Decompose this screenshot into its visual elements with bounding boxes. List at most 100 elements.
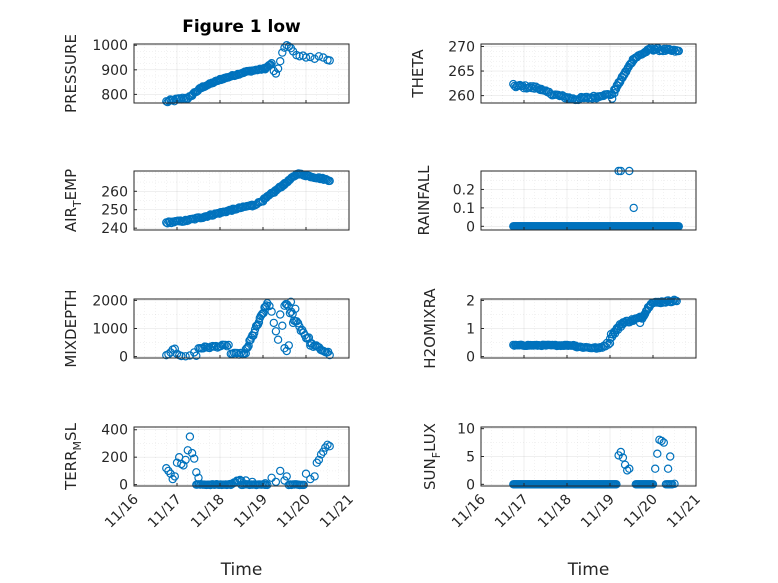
data-point	[301, 469, 311, 478]
x-tick-label: 11/19	[578, 492, 618, 532]
y-axis-label: H2OMIXRA	[421, 288, 439, 369]
data-point	[670, 479, 679, 488]
y-axis-label: SUNFLUX	[421, 423, 443, 490]
x-axis-label: Time	[567, 560, 610, 580]
data-point	[629, 203, 638, 213]
y-tick-label: 0.2	[453, 182, 475, 198]
series-markers	[162, 432, 334, 490]
data-point	[267, 307, 276, 316]
y-tick-label: 0	[119, 478, 128, 494]
x-tick-label: 11/17	[492, 492, 532, 532]
data-point	[276, 57, 285, 66]
axes-box	[480, 170, 697, 231]
data-point	[604, 340, 613, 349]
data-point	[181, 352, 190, 361]
axes-background	[480, 170, 697, 231]
axes-box	[133, 170, 350, 231]
data-point	[610, 85, 620, 95]
data-point	[284, 42, 293, 51]
y-tick-label: 0	[466, 219, 475, 235]
data-point	[612, 480, 621, 489]
panel-theta: 260 265 270 THETA	[409, 39, 697, 105]
data-point	[659, 438, 669, 447]
data-point	[648, 480, 658, 489]
panel-pressure: 800 900 1000 PRESSURE Figure 1 low	[62, 17, 350, 113]
data-point	[316, 450, 326, 459]
x-tick-label: 11/16	[449, 491, 489, 531]
data-point	[261, 479, 270, 488]
data-point	[224, 340, 233, 350]
x-tick-label: 11/21	[317, 492, 357, 532]
data-point	[306, 474, 315, 484]
data-point	[273, 64, 283, 73]
y-tick-label: 2000	[92, 293, 128, 309]
data-point	[221, 340, 230, 350]
data-point	[299, 480, 308, 490]
data-point	[657, 436, 666, 446]
panel-rainfall: 0 0.1 0.2 RAINFALL	[415, 165, 697, 235]
data-point	[265, 301, 274, 311]
y-tick-label: 240	[101, 221, 128, 237]
x-tick-label: 11/21	[664, 492, 704, 532]
data-point	[284, 341, 293, 350]
data-point	[301, 53, 311, 62]
data-point	[165, 217, 175, 226]
series-markers	[162, 41, 334, 107]
y-tick-label: 270	[448, 39, 475, 55]
panel-mixdepth: 0 1000 2000 MIXDEPTH	[62, 289, 350, 368]
y-tick-label: 0	[466, 350, 475, 366]
data-point	[183, 446, 192, 455]
data-point	[263, 480, 272, 490]
x-tick-label: 11/16	[102, 491, 142, 531]
y-tick-label: 250	[101, 203, 128, 219]
axes-box	[480, 43, 697, 104]
data-point	[651, 464, 660, 473]
data-point	[211, 341, 221, 351]
panel-h2o-mixra: 0 1 2 H2OMIXRA	[421, 288, 697, 369]
data-point	[278, 48, 287, 57]
data-point	[640, 310, 649, 319]
y-axis-label: THETA	[409, 49, 427, 99]
y-tick-label: 1000	[92, 322, 128, 338]
series-markers	[162, 169, 334, 228]
y-tick-label: 0	[466, 477, 475, 493]
data-point	[663, 464, 673, 473]
y-tick-label: 1	[466, 322, 475, 338]
data-point	[170, 344, 179, 353]
data-point	[177, 351, 186, 361]
data-point	[310, 472, 319, 481]
data-point	[282, 346, 291, 356]
y-tick-label: 265	[448, 64, 475, 80]
data-point	[618, 453, 628, 462]
data-point	[194, 473, 203, 482]
data-point	[319, 447, 328, 456]
data-point	[257, 310, 266, 319]
data-point	[325, 176, 334, 186]
y-tick-label: 0.1	[453, 201, 475, 217]
data-point	[325, 442, 334, 451]
data-point	[166, 469, 175, 478]
y-tick-label: 400	[101, 423, 128, 439]
y-tick-label: 800	[101, 87, 128, 103]
data-point	[271, 69, 281, 78]
data-point	[181, 455, 190, 465]
y-axis-label: TERRMSL	[62, 422, 84, 491]
data-point	[273, 335, 283, 344]
chart-title: Figure 1 low	[182, 17, 301, 37]
panel-sun-flux: 11/16 11/17 11/18 11/19 11/20 11/21 0 5 10 SUNFLU…	[421, 422, 704, 580]
data-point	[192, 351, 201, 360]
axes-box	[133, 43, 350, 104]
data-point	[179, 461, 188, 470]
x-tick-label: 11/18	[188, 492, 228, 532]
data-point	[291, 304, 300, 313]
y-axis-label: AIRTEMP	[62, 169, 84, 232]
y-tick-label: 5	[466, 450, 475, 466]
data-point	[310, 54, 319, 64]
data-point	[674, 46, 684, 56]
panel-air-temp: 240 250 260 AIRTEMP	[62, 169, 350, 237]
data-point	[314, 455, 324, 465]
data-point	[222, 342, 232, 351]
data-point	[192, 468, 201, 477]
